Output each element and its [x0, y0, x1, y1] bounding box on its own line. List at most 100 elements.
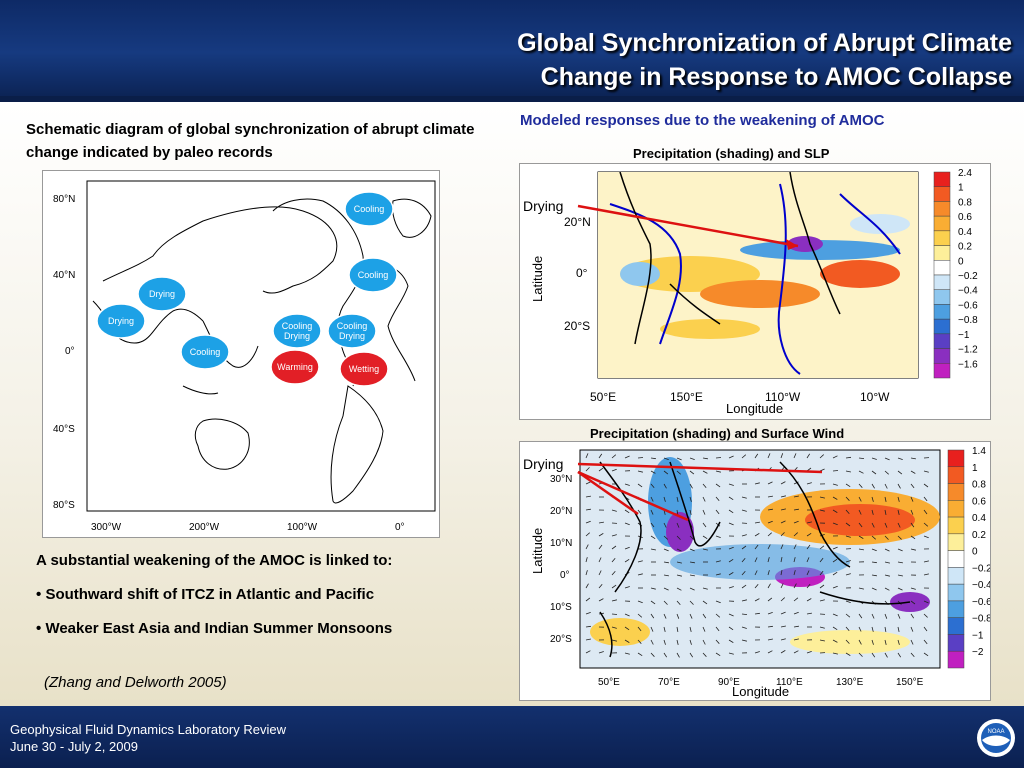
slide-title-line2: Change in Response to AMOC Collapse	[540, 63, 1012, 91]
finding-item: • Southward shift of ITCZ in Atlantic an…	[36, 586, 506, 603]
wind-arrow	[611, 509, 617, 512]
panel2-title: Precipitation (shading) and Surface Wind	[590, 426, 845, 441]
panel2-lat-label: 10°S	[550, 602, 572, 613]
wind-arrow	[806, 544, 811, 550]
wind-arrow	[923, 560, 929, 563]
wind-arrow	[819, 557, 824, 563]
wind-arrow	[832, 483, 838, 486]
wind-arrow	[858, 587, 864, 590]
wind-arrow	[897, 626, 900, 632]
wind-arrow	[923, 639, 928, 645]
wind-arrow	[663, 561, 669, 564]
wind-arrow	[858, 470, 864, 474]
schematic-heading: Schematic diagram of global synchronizat…	[26, 121, 475, 161]
wind-arrow	[858, 548, 864, 551]
wind-arrow	[702, 509, 706, 515]
wind-arrow	[689, 639, 692, 645]
header-divider	[0, 96, 1024, 102]
wind-arrow	[923, 600, 929, 604]
wind-arrow	[650, 587, 656, 590]
wind-arrow	[780, 625, 786, 628]
wind-arrow	[923, 626, 928, 632]
wind-arrow	[819, 626, 825, 629]
wind-arrow	[767, 453, 771, 459]
wind-arrow	[806, 651, 812, 654]
colorbar-label: 0	[958, 256, 964, 267]
colorbar-label: −1.6	[958, 359, 978, 370]
wind-arrow	[910, 522, 915, 528]
wind-arrow	[637, 626, 642, 632]
wind-arrow	[624, 639, 630, 643]
footer-dates: June 30 - July 2, 2009	[10, 739, 138, 754]
wind-arrow	[741, 557, 746, 563]
wind-arrow	[793, 625, 799, 628]
wind-arrow	[585, 481, 591, 485]
wind-arrow	[676, 561, 682, 564]
wind-arrow	[689, 587, 695, 591]
wind-arrow	[676, 457, 682, 461]
colorbar-label: 0.8	[958, 197, 972, 208]
bubble-label: Cooling	[354, 204, 385, 214]
schematic-world-map: 80°N 40°N 0° 40°S 80°S 300°W 200°W 100°W…	[53, 180, 436, 533]
wind-arrow	[910, 470, 916, 474]
wind-arrow	[689, 548, 695, 552]
panel2-chart: Drying 30°N 20°N 10°N 0° 10°S 20°S 50°E …	[523, 446, 992, 699]
wind-arrow	[598, 533, 604, 537]
wind-arrow	[650, 626, 654, 632]
panel2-ylabel: Latitude	[530, 528, 545, 574]
wind-arrow	[910, 652, 915, 658]
wind-arrow	[754, 612, 760, 615]
wind-arrow	[624, 522, 630, 526]
wind-arrow	[832, 496, 838, 500]
wind-arrow	[676, 587, 682, 591]
wind-arrow	[689, 509, 692, 515]
wind-arrow	[715, 457, 722, 459]
wind-arrow	[806, 598, 812, 602]
wind-arrow	[910, 587, 916, 590]
wind-arrow	[650, 548, 656, 551]
map-plot-area	[86, 180, 436, 512]
wind-arrow	[793, 508, 799, 511]
wind-arrow	[676, 496, 679, 502]
australia-coast	[194, 418, 250, 470]
wind-arrow	[884, 561, 890, 564]
wind-arrow	[832, 652, 838, 655]
wind-arrow	[897, 457, 903, 460]
greenland-coast	[392, 198, 432, 238]
colorbar-label: 1.4	[972, 446, 986, 457]
wind-arrow	[871, 522, 875, 528]
colorbar-swatch	[947, 583, 965, 602]
wind-arrow	[715, 470, 721, 473]
wind-arrow	[611, 557, 616, 563]
wind-arrow	[663, 522, 667, 528]
wind-arrow	[689, 535, 694, 540]
colorbar-label: 0.4	[972, 513, 986, 524]
wind-arrow	[598, 467, 604, 472]
wind-arrow	[858, 457, 865, 459]
wind-arrow	[637, 560, 643, 563]
wind-arrow	[624, 652, 630, 655]
wind-arrow	[923, 652, 929, 657]
bubble-label: Cooling	[337, 321, 368, 331]
wind-arrow	[585, 520, 591, 524]
wind-arrow	[780, 597, 785, 602]
wind-arrow	[598, 557, 602, 563]
wind-arrow	[884, 535, 889, 540]
wind-arrow	[845, 639, 850, 644]
wind-arrow	[611, 545, 617, 550]
wind-arrow	[780, 508, 786, 511]
wind-arrow	[689, 496, 692, 502]
wind-arrow	[650, 652, 655, 657]
wind-arrow	[637, 483, 643, 488]
wind-arrow	[832, 470, 839, 472]
wind-arrow	[715, 509, 720, 515]
wind-arrow	[585, 453, 589, 459]
map-lon-label: 100°W	[287, 522, 318, 533]
wind-arrow	[780, 583, 784, 589]
wind-arrow	[741, 599, 747, 602]
wind-arrow	[793, 532, 798, 537]
wind-arrow	[637, 573, 643, 576]
panel2-frame: Drying 30°N 20°N 10°N 0° 10°S 20°S 50°E …	[519, 441, 992, 701]
panel2-drying-arrow-c	[577, 470, 639, 516]
map-lon-label: 200°W	[189, 522, 220, 533]
